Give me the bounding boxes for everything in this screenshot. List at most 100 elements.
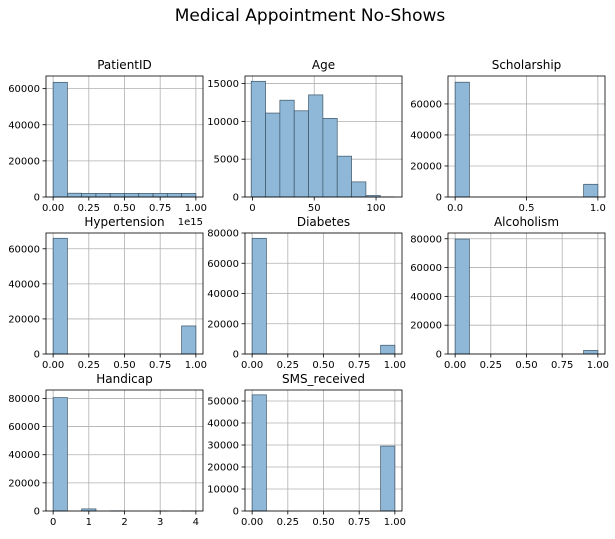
x-tick-label: 1.00: [384, 517, 406, 528]
histogram-bar: [352, 182, 366, 197]
x-tick-label: 50: [308, 203, 321, 214]
histogram-bar: [337, 156, 351, 197]
histogram-bar: [167, 193, 181, 197]
x-tick-label: 0.25: [480, 360, 502, 371]
y-tick-label: 10000: [207, 485, 239, 496]
histogram-bar: [251, 81, 265, 197]
x-tick-label: 1.00: [587, 360, 609, 371]
y-tick-label: 0: [436, 193, 442, 204]
histogram-bar: [584, 184, 598, 197]
y-tick-label: 50000: [207, 397, 239, 408]
y-tick-label: 80000: [207, 229, 239, 240]
y-tick-label: 15000: [207, 79, 239, 90]
x-tick-label: 0.25: [78, 360, 100, 371]
subplot-title: SMS_received: [282, 372, 365, 386]
histogram-bar: [110, 193, 124, 197]
histogram-bar: [182, 193, 196, 197]
histogram-bar: [381, 446, 395, 511]
y-tick-label: 60000: [8, 422, 40, 433]
y-tick-label: 20000: [8, 314, 40, 325]
histogram-bar: [53, 238, 67, 354]
y-tick-label: 60000: [8, 84, 40, 95]
y-tick-label: 30000: [207, 441, 239, 452]
y-tick-label: 40000: [207, 419, 239, 430]
histogram-bar: [323, 118, 337, 197]
x-tick-label: 1.00: [384, 360, 406, 371]
y-tick-label: 20000: [207, 319, 239, 330]
y-tick-label: 80000: [410, 234, 442, 245]
x-tick-label: 1: [86, 517, 92, 528]
x-tick-label: 0.25: [78, 203, 100, 214]
x-tick-label: 0.50: [515, 360, 537, 371]
subplot-title: Age: [312, 58, 335, 72]
histogram-bar: [381, 345, 395, 354]
histogram-bar: [584, 350, 598, 354]
x-tick-label: 0.00: [42, 360, 64, 371]
histogram-bar: [266, 113, 280, 197]
subplot-title: PatientID: [97, 58, 152, 72]
histogram-bar: [139, 193, 153, 197]
y-tick-label: 60000: [207, 259, 239, 270]
histogram-bar: [294, 111, 308, 197]
y-tick-label: 20000: [207, 463, 239, 474]
x-tick-label: 0.50: [113, 203, 135, 214]
x-tick-label: 0.50: [113, 360, 135, 371]
y-tick-label: 20000: [410, 161, 442, 172]
y-tick-label: 60000: [410, 263, 442, 274]
y-tick-label: 0: [34, 350, 40, 361]
subplot-title: Alcoholism: [494, 215, 559, 229]
histogram-bar: [67, 193, 81, 197]
histogram-bar: [82, 193, 96, 197]
x-tick-label: 0.00: [42, 203, 64, 214]
x-tick-label: 0.50: [312, 360, 334, 371]
x-tick-label: 0: [50, 517, 56, 528]
x-tick-label: 0: [249, 203, 255, 214]
y-tick-label: 40000: [207, 289, 239, 300]
y-tick-label: 80000: [8, 394, 40, 405]
x-tick-label: 1.00: [185, 360, 207, 371]
x-tick-label: 1.00: [185, 203, 207, 214]
histogram-bar: [182, 326, 196, 354]
x-tick-label: 0.50: [312, 517, 334, 528]
x-tick-label: 1.0: [590, 203, 606, 214]
x-tick-label: 0.25: [277, 517, 299, 528]
x-tick-label: 0.00: [444, 360, 466, 371]
histogram-bar: [53, 82, 67, 197]
y-tick-label: 10000: [207, 117, 239, 128]
y-tick-label: 40000: [8, 450, 40, 461]
y-tick-label: 0: [436, 350, 442, 361]
histogram-bar: [309, 95, 323, 197]
y-tick-label: 5000: [214, 155, 239, 166]
y-tick-label: 40000: [8, 120, 40, 131]
y-tick-label: 0: [233, 193, 239, 204]
histogram-bar: [252, 238, 266, 354]
x-offset-label: 1e15: [178, 217, 203, 228]
y-tick-label: 0: [233, 350, 239, 361]
y-tick-label: 0: [233, 507, 239, 518]
x-tick-label: 4: [193, 517, 199, 528]
x-tick-label: 0.75: [149, 360, 171, 371]
x-tick-label: 0.00: [241, 517, 263, 528]
subplot-title: Scholarship: [492, 58, 562, 72]
subplot-1: 0 50 100 0 5000 10000 15000 Age: [207, 58, 402, 214]
figure-title: Medical Appointment No-Shows: [175, 6, 446, 26]
x-tick-label: 0.75: [348, 360, 370, 371]
y-tick-label: 60000: [8, 244, 40, 255]
y-tick-label: 40000: [8, 279, 40, 290]
x-tick-label: 100: [366, 203, 385, 214]
histogram-bar: [53, 398, 67, 511]
y-tick-label: 60000: [410, 99, 442, 110]
x-tick-label: 3: [157, 517, 163, 528]
y-tick-label: 0: [34, 193, 40, 204]
histogram-bar: [125, 193, 139, 197]
y-tick-label: 40000: [410, 292, 442, 303]
x-tick-label: 0.5: [519, 203, 535, 214]
x-tick-label: 0.00: [241, 360, 263, 371]
histogram-bar: [280, 100, 294, 197]
y-tick-label: 20000: [410, 321, 442, 332]
